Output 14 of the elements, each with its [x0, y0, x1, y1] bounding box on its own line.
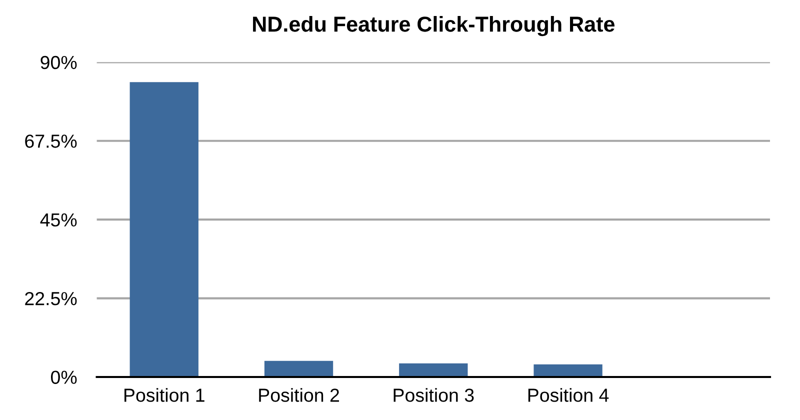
- bar: [130, 82, 198, 377]
- chart-title: ND.edu Feature Click-Through Rate: [253, 16, 614, 36]
- y-tick-label: 22.5%: [25, 292, 77, 306]
- x-tick-label: Position 3: [394, 388, 474, 402]
- y-tick-label: 67.5%: [25, 134, 77, 148]
- bar: [534, 364, 602, 377]
- bar: [399, 363, 468, 377]
- x-tick-label: Position 1: [124, 388, 204, 402]
- y-tick-label: 0%: [50, 370, 77, 384]
- y-tick-label: 45%: [40, 213, 77, 227]
- bar: [264, 360, 334, 377]
- x-tick-label: Position 4: [528, 388, 609, 402]
- y-tick-label: 90%: [40, 56, 77, 70]
- x-tick-label: Position 2: [259, 388, 339, 402]
